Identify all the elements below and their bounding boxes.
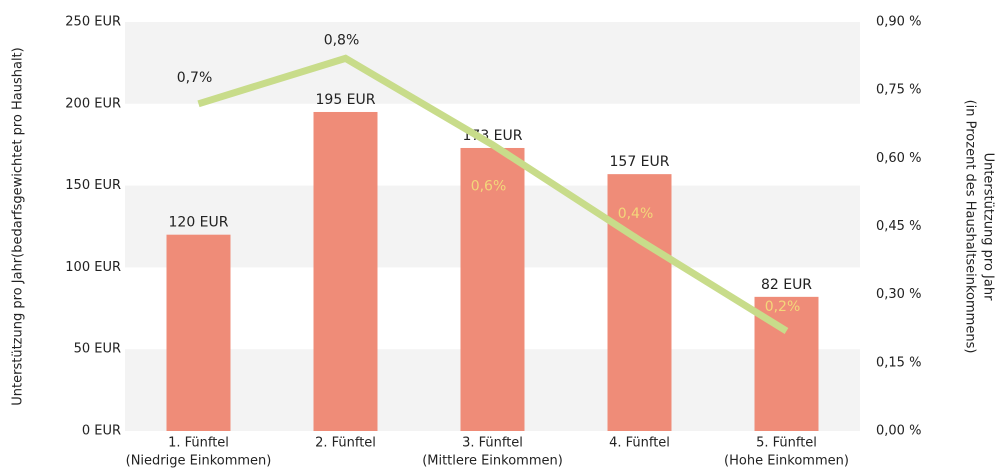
bar-value-label: 157 EUR (610, 154, 670, 170)
line-value-label: 0,2% (765, 299, 801, 315)
x-tick-label: (Mittlere Einkommen) (422, 454, 563, 469)
bar (460, 147, 525, 432)
y-tick-label: 250 EUR (65, 15, 121, 30)
y2-tick-label: 0,60 % (876, 151, 921, 166)
y-tick-label: 50 EUR (74, 342, 121, 357)
y-tick-label: 0 EUR (82, 424, 121, 439)
x-tick-label: 3. Fünftel (462, 436, 523, 451)
line-value-label: 0,8% (324, 32, 360, 48)
bar-value-label: 195 EUR (316, 92, 376, 108)
y2-tick-label: 0,45 % (876, 219, 921, 234)
y2-tick-label: 0,00 % (876, 424, 921, 439)
y2-tick-label: 0,30 % (876, 287, 921, 302)
x-tick-label: 1. Fünftel (168, 436, 229, 451)
bar-value-label: 120 EUR (169, 215, 229, 231)
y2-tick-label: 0,90 % (876, 15, 921, 30)
x-tick-label: 2. Fünftel (315, 436, 376, 451)
line (197, 54, 789, 334)
bar (166, 234, 231, 431)
y2-axis-title: Unterstützung pro Jahr (981, 153, 996, 302)
x-tick-label: 5. Fünftel (756, 436, 817, 451)
y-tick-label: 200 EUR (65, 96, 121, 111)
line-value-label: 0,7% (177, 70, 213, 86)
x-tick-label: (Niedrige Einkommen) (126, 454, 272, 469)
y-axis-title: Unterstützung pro Jahr(bedarfsgewichtet … (11, 47, 26, 405)
x-tick-label: (Hohe Einkommen) (724, 454, 849, 469)
y2-tick-label: 0,75 % (876, 83, 921, 98)
y2-axis-title: (in Prozent des Haushaltseinkommens) (963, 100, 978, 354)
bar-value-label: 82 EUR (761, 277, 812, 293)
line-value-label: 0,4% (618, 206, 654, 222)
y2-tick-label: 0,15 % (876, 355, 921, 370)
x-tick-label: 4. Fünftel (609, 436, 670, 451)
y-tick-label: 100 EUR (65, 260, 121, 275)
bar (607, 174, 672, 431)
y-tick-label: 150 EUR (65, 178, 121, 193)
line-value-label: 0,6% (471, 179, 507, 195)
bar (313, 111, 378, 431)
